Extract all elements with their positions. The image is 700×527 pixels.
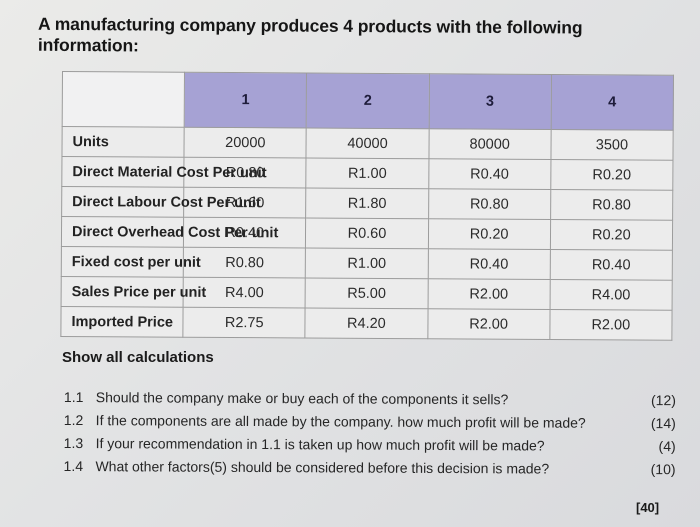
- table-cell: R0.20: [427, 218, 551, 250]
- table-cell: R2.75: [183, 307, 306, 338]
- question-text: If the components are all made by the co…: [95, 412, 586, 431]
- table-cell: R2.00: [427, 278, 550, 310]
- question-marks: (12): [650, 392, 676, 409]
- table-cell: R0.20: [550, 219, 673, 251]
- table-cell: 80000: [428, 128, 551, 160]
- product-table-container: 1 2 3 4 Units 20000 40000 80000 3500 Dir…: [60, 71, 674, 341]
- table-cell: R1.00: [306, 157, 429, 189]
- table-cell: R2.00: [427, 308, 550, 340]
- question-number: 1.2: [63, 411, 84, 429]
- table-cell: R0.80: [183, 247, 306, 278]
- column-header-product-2: 2: [306, 72, 430, 129]
- row-label: Direct Material Cost Per unit: [61, 156, 267, 188]
- column-header-product-4: 4: [550, 74, 674, 131]
- table-row-direct-labour: Direct Labour Cost Per unit R1.60 R1.80 …: [61, 186, 673, 221]
- question-heading: A manufacturing company produces 4 produ…: [37, 13, 583, 56]
- question-item: 1.1 Should the company make or buy each …: [64, 386, 676, 412]
- product-table: 1 2 3 4 Units 20000 40000 80000 3500 Dir…: [60, 71, 674, 341]
- table-cell: R0.40: [427, 248, 551, 280]
- instruction-text: Show all calculations: [62, 349, 214, 366]
- table-cell: R0.40: [549, 249, 673, 281]
- table-cell: R5.00: [305, 277, 428, 309]
- table-row-direct-material: Direct Material Cost Per unit R0.80 R1.0…: [61, 156, 673, 191]
- row-label: Direct Overhead Cost Per unit: [61, 216, 278, 248]
- question-marks: (10): [650, 461, 676, 478]
- total-marks: [40]: [636, 500, 660, 515]
- question-list: 1.1 Should the company make or buy each …: [64, 386, 676, 481]
- table-cell: R0.60: [305, 217, 429, 249]
- question-number: 1.1: [63, 388, 84, 406]
- table-cell: R4.20: [305, 307, 428, 339]
- table-cell: R0.40: [428, 158, 551, 190]
- table-cell: R1.00: [305, 247, 428, 279]
- question-number: 1.4: [63, 457, 84, 475]
- table-header-row: 1 2 3 4: [62, 71, 674, 131]
- table-row-direct-overhead: Direct Overhead Cost Per unit R0.40 R0.6…: [61, 216, 673, 251]
- table-cell: 40000: [306, 127, 429, 159]
- row-label: Direct Labour Cost Per unit: [61, 186, 261, 218]
- table-cell: R1.80: [305, 187, 429, 219]
- question-marks: (4): [658, 438, 676, 455]
- table-cell: R0.80: [428, 188, 551, 220]
- row-label: Fixed cost per unit: [61, 246, 201, 278]
- question-text: Should the company make or buy each of t…: [95, 389, 509, 408]
- question-item: 1.2 If the components are all made by th…: [64, 409, 676, 435]
- question-text: What other factors(5) should be consider…: [95, 458, 550, 477]
- table-row-imported-price: Imported Price R2.75 R4.20 R2.00 R2.00: [60, 306, 673, 341]
- table-cell: R2.00: [549, 309, 673, 341]
- table-row-sales-price: Sales Price per unit R4.00 R5.00 R2.00 R…: [61, 276, 673, 311]
- question-item: 1.4 What other factors(5) should be cons…: [64, 455, 676, 481]
- table-cell: R0.20: [550, 159, 673, 191]
- table-row-fixed-cost: Fixed cost per unit R0.80 R1.00 R0.40 R0…: [61, 246, 673, 281]
- row-label: Imported Price: [60, 306, 184, 338]
- table-cell: 20000: [184, 127, 307, 158]
- row-label: Units: [61, 126, 185, 158]
- table-cell: R0.80: [550, 189, 673, 221]
- column-header-product-3: 3: [428, 73, 552, 130]
- table-corner-cell: [62, 71, 185, 128]
- question-number: 1.3: [63, 434, 84, 452]
- row-label: Sales Price per unit: [61, 276, 206, 308]
- question-marks: (14): [650, 415, 676, 432]
- table-cell: R4.00: [549, 279, 673, 311]
- table-row-units: Units 20000 40000 80000 3500: [61, 126, 674, 161]
- question-item: 1.3 If your recommendation in 1.1 is tak…: [64, 432, 676, 458]
- column-header-product-1: 1: [184, 72, 307, 128]
- question-text: If your recommendation in 1.1 is taken u…: [95, 435, 545, 454]
- table-cell: 3500: [550, 129, 674, 161]
